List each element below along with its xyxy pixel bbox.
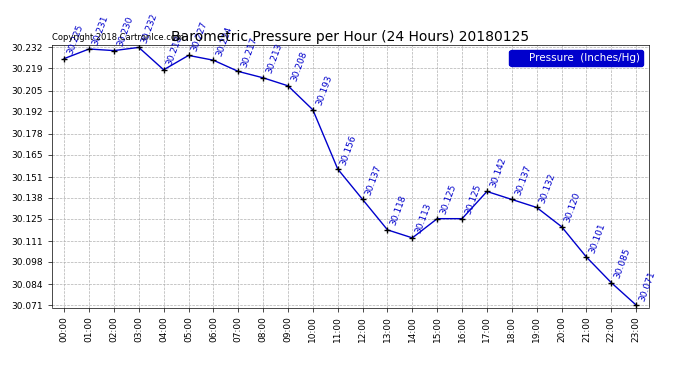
Text: 30.156: 30.156 xyxy=(339,134,358,166)
Text: 30.118: 30.118 xyxy=(389,194,408,227)
Text: 30.137: 30.137 xyxy=(513,164,533,196)
Text: 30.113: 30.113 xyxy=(414,202,433,235)
Text: 30.225: 30.225 xyxy=(66,23,85,56)
Text: 30.230: 30.230 xyxy=(115,15,135,48)
Text: 30.193: 30.193 xyxy=(314,74,333,107)
Text: 30.132: 30.132 xyxy=(538,172,558,205)
Text: 30.142: 30.142 xyxy=(489,156,508,189)
Text: 30.085: 30.085 xyxy=(613,247,632,280)
Text: 30.217: 30.217 xyxy=(239,36,259,69)
Text: 30.224: 30.224 xyxy=(215,25,234,57)
Title: Barometric Pressure per Hour (24 Hours) 20180125: Barometric Pressure per Hour (24 Hours) … xyxy=(171,30,529,44)
Text: 30.125: 30.125 xyxy=(464,183,483,216)
Text: 30.120: 30.120 xyxy=(563,191,582,224)
Text: 30.137: 30.137 xyxy=(364,164,383,196)
Text: Copyright 2018 CartronIce.com: Copyright 2018 CartronIce.com xyxy=(52,33,184,42)
Text: 30.101: 30.101 xyxy=(588,222,607,254)
Text: 30.208: 30.208 xyxy=(289,50,308,83)
Text: 30.231: 30.231 xyxy=(90,13,110,46)
Text: 30.218: 30.218 xyxy=(165,34,184,67)
Text: 30.232: 30.232 xyxy=(140,12,159,45)
Text: 30.125: 30.125 xyxy=(439,183,458,216)
Text: 30.213: 30.213 xyxy=(264,42,284,75)
Text: 30.227: 30.227 xyxy=(190,20,209,53)
Legend: Pressure  (Inches/Hg): Pressure (Inches/Hg) xyxy=(509,50,643,66)
Text: 30.071: 30.071 xyxy=(638,270,657,302)
